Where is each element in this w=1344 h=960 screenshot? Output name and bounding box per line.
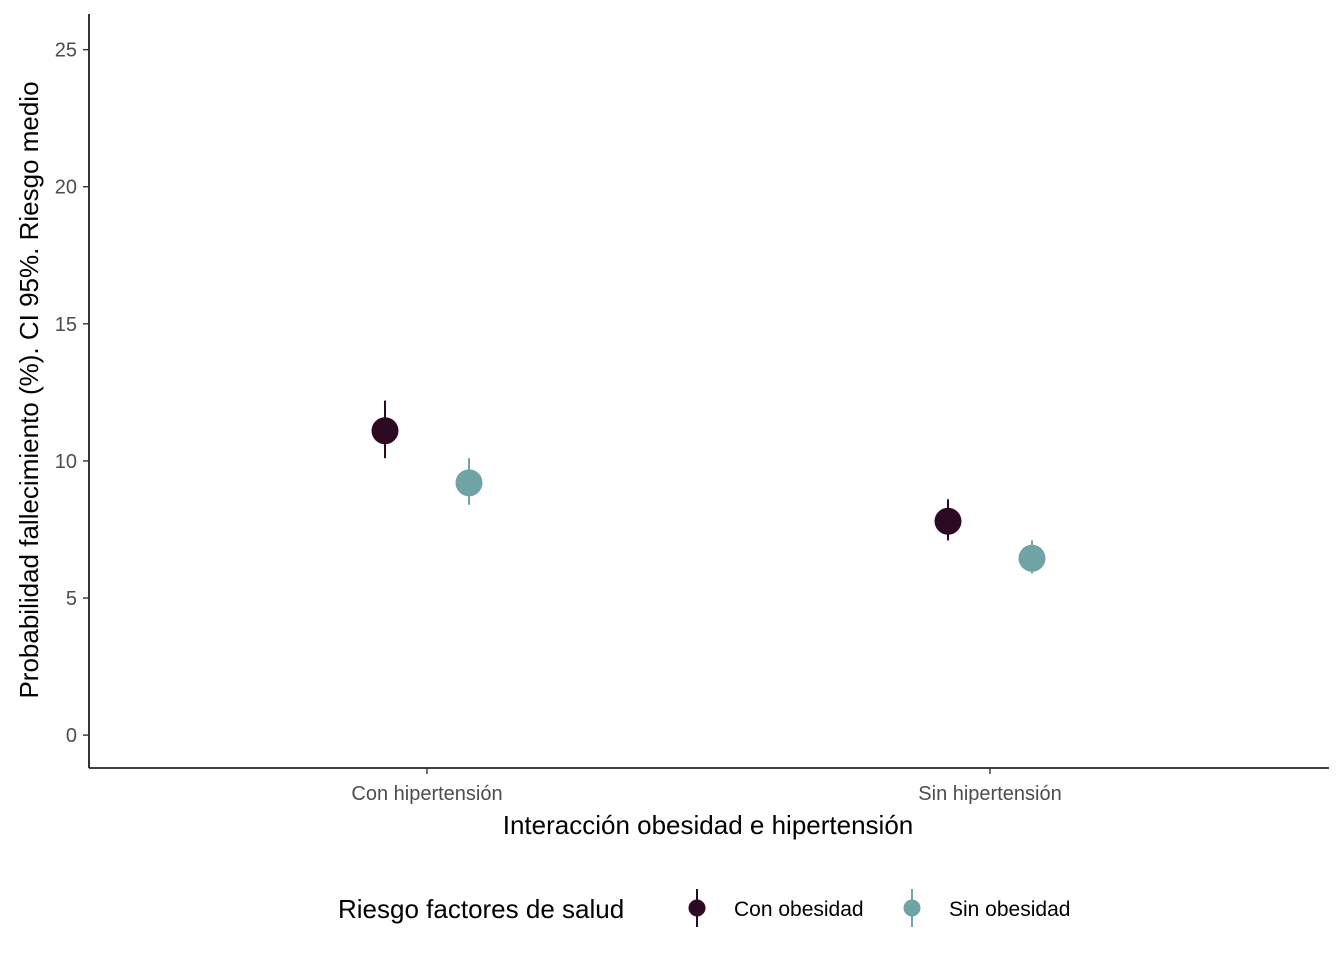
x-axis-title: Interacción obesidad e hipertensión	[503, 810, 914, 840]
data-point	[455, 469, 483, 497]
y-tick-label: 10	[55, 451, 77, 473]
x-axis: Con hipertensión Sin hipertensión	[89, 767, 1329, 805]
legend-key-point	[903, 899, 921, 917]
y-tick-label: 0	[66, 725, 77, 747]
y-axis: 0 5 10 15 20 25	[55, 14, 90, 768]
y-axis-title: Probabilidad fallecimiento (%). CI 95%. …	[14, 81, 44, 698]
legend-label: Con obesidad	[734, 898, 864, 921]
legend-title: Riesgo factores de salud	[338, 894, 624, 924]
y-tick-label: 5	[66, 588, 77, 610]
legend: Riesgo factores de salud Con obesidad Sin…	[338, 889, 1070, 927]
data-marks	[371, 400, 1046, 574]
y-tick-label: 25	[55, 40, 77, 62]
data-point	[371, 417, 399, 445]
y-tick-label: 20	[55, 177, 77, 199]
y-tick-label: 15	[55, 314, 77, 336]
data-point	[934, 507, 962, 535]
data-point	[1018, 544, 1046, 572]
x-tick-label: Con hipertensión	[351, 783, 502, 805]
x-tick-label: Sin hipertensión	[918, 783, 1061, 805]
legend-label: Sin obesidad	[949, 898, 1070, 921]
legend-key-point	[688, 899, 706, 917]
